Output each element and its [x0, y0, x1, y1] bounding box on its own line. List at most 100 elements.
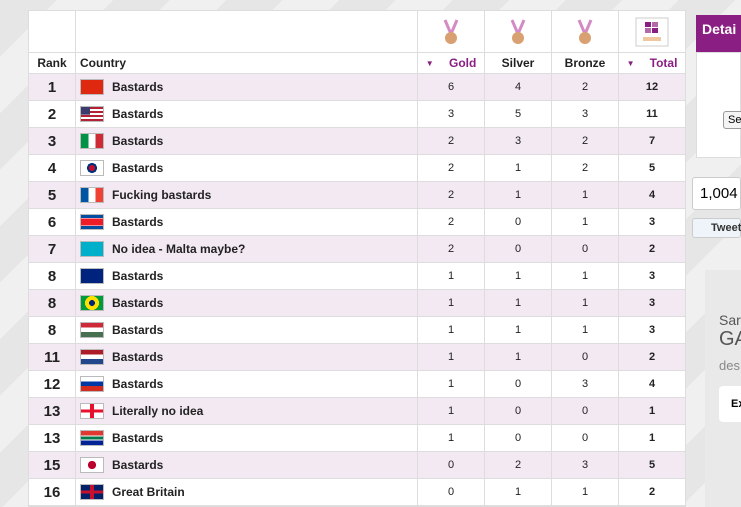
country-name: No idea - Malta maybe?: [112, 242, 246, 256]
table-cell: 0: [552, 344, 619, 371]
country-name: Bastards: [112, 350, 164, 364]
table-cell: Bastards: [76, 344, 418, 371]
cell-value: 2: [47, 105, 57, 123]
cell-value: 13: [43, 402, 61, 420]
country-name: Great Britain: [112, 485, 185, 499]
country-name: Bastards: [112, 377, 164, 391]
table-cell: 7: [619, 128, 686, 155]
sort-arrow[interactable]: ▼: [425, 58, 434, 68]
table-cell: 11: [619, 101, 686, 128]
ad-text: GA: [719, 328, 741, 350]
column-header: Silver: [485, 53, 552, 74]
cell-value: 2: [648, 486, 656, 498]
button[interactable]: Se: [723, 111, 741, 129]
table-cell: 1: [552, 182, 619, 209]
cell-value: 0: [514, 378, 522, 390]
table-cell: 3: [552, 371, 619, 398]
table-cell: 0: [418, 452, 485, 479]
table-cell: 2: [619, 479, 686, 506]
table-cell: 2: [418, 155, 485, 182]
table-cell: Literally no idea: [76, 398, 418, 425]
cell-value: 1: [581, 270, 589, 282]
table-cell: 2: [418, 128, 485, 155]
table-cell: 12: [29, 371, 76, 398]
ad-button[interactable]: Ex: [719, 386, 741, 422]
table-cell: 0: [485, 398, 552, 425]
ad-text: des: [719, 358, 740, 373]
column-header[interactable]: ▼ Gold: [418, 53, 485, 74]
header-label: Silver: [501, 56, 535, 70]
table-cell: Bastards: [76, 74, 418, 101]
cell-value: 1: [447, 324, 455, 336]
table-cell: 3: [619, 290, 686, 317]
table-cell: 3: [552, 101, 619, 128]
table-cell: 8: [29, 263, 76, 290]
table-cell: 2: [552, 128, 619, 155]
cell-value: 3: [581, 459, 589, 471]
flag: [80, 349, 104, 365]
table-cell: 1: [485, 182, 552, 209]
cell-value: 1: [447, 405, 455, 417]
table-cell: 12: [619, 74, 686, 101]
cell-value: 1: [514, 351, 522, 363]
cell-value: 1: [447, 378, 455, 390]
cell-value: 3: [447, 108, 455, 120]
share-count: 1,004: [692, 177, 741, 210]
cell-value: 1: [514, 270, 522, 282]
cell-value: 1: [447, 351, 455, 363]
table-cell: 1: [29, 74, 76, 101]
details-tab[interactable]: Detai: [696, 15, 741, 52]
cell-value: 3: [581, 108, 589, 120]
flag: [80, 430, 104, 446]
table-cell: 5: [485, 101, 552, 128]
medal-icon: [443, 18, 459, 44]
table-cell: 2: [552, 74, 619, 101]
table-cell: Bastards: [76, 263, 418, 290]
cell-value: 1: [648, 432, 656, 444]
cell-value: 1: [447, 270, 455, 282]
cell-value: 1: [581, 216, 589, 228]
cell-value: 2: [648, 351, 656, 363]
cell-value: 0: [514, 216, 522, 228]
cell-value: 3: [47, 132, 57, 150]
cell-value: 3: [648, 216, 656, 228]
table-cell: 5: [29, 182, 76, 209]
cell-value: 2: [514, 459, 522, 471]
cell-value: 7: [47, 240, 57, 258]
country-name: Literally no idea: [112, 404, 204, 418]
tweet-button[interactable]: Tweet: [692, 218, 741, 238]
cell-value: 3: [648, 270, 656, 282]
icon-cell: [76, 11, 418, 53]
cell-value: 5: [514, 108, 522, 120]
table-cell: 2: [29, 101, 76, 128]
table-cell: 1: [485, 344, 552, 371]
cell-value: 1: [447, 432, 455, 444]
cell-value: 0: [514, 432, 522, 444]
flag: [80, 484, 104, 500]
table-cell: 4: [619, 371, 686, 398]
table-cell: 2: [418, 236, 485, 263]
table-cell: 16: [29, 479, 76, 506]
column-header[interactable]: ▼ Total: [619, 53, 686, 74]
column-header: Rank: [29, 53, 76, 74]
cell-value: 5: [47, 186, 57, 204]
country-name: Bastards: [112, 161, 164, 175]
cell-value: 2: [447, 135, 455, 147]
country-name: Bastards: [112, 80, 164, 94]
cell-value: 2: [648, 243, 656, 255]
table-cell: 1: [619, 398, 686, 425]
cell-value: 2: [581, 162, 589, 174]
table-cell: 8: [29, 317, 76, 344]
table-cell: 3: [418, 101, 485, 128]
table-cell: 1: [485, 155, 552, 182]
cell-value: 2: [447, 243, 455, 255]
total-icon: [635, 17, 669, 46]
header-label: Bronze: [564, 56, 606, 70]
sort-arrow[interactable]: ▼: [626, 58, 635, 68]
cell-value: 1: [47, 78, 57, 96]
cell-value: 0: [514, 405, 522, 417]
table-cell: Bastards: [76, 425, 418, 452]
table-cell: 0: [485, 236, 552, 263]
table-cell: 1: [619, 425, 686, 452]
table-cell: 1: [552, 263, 619, 290]
